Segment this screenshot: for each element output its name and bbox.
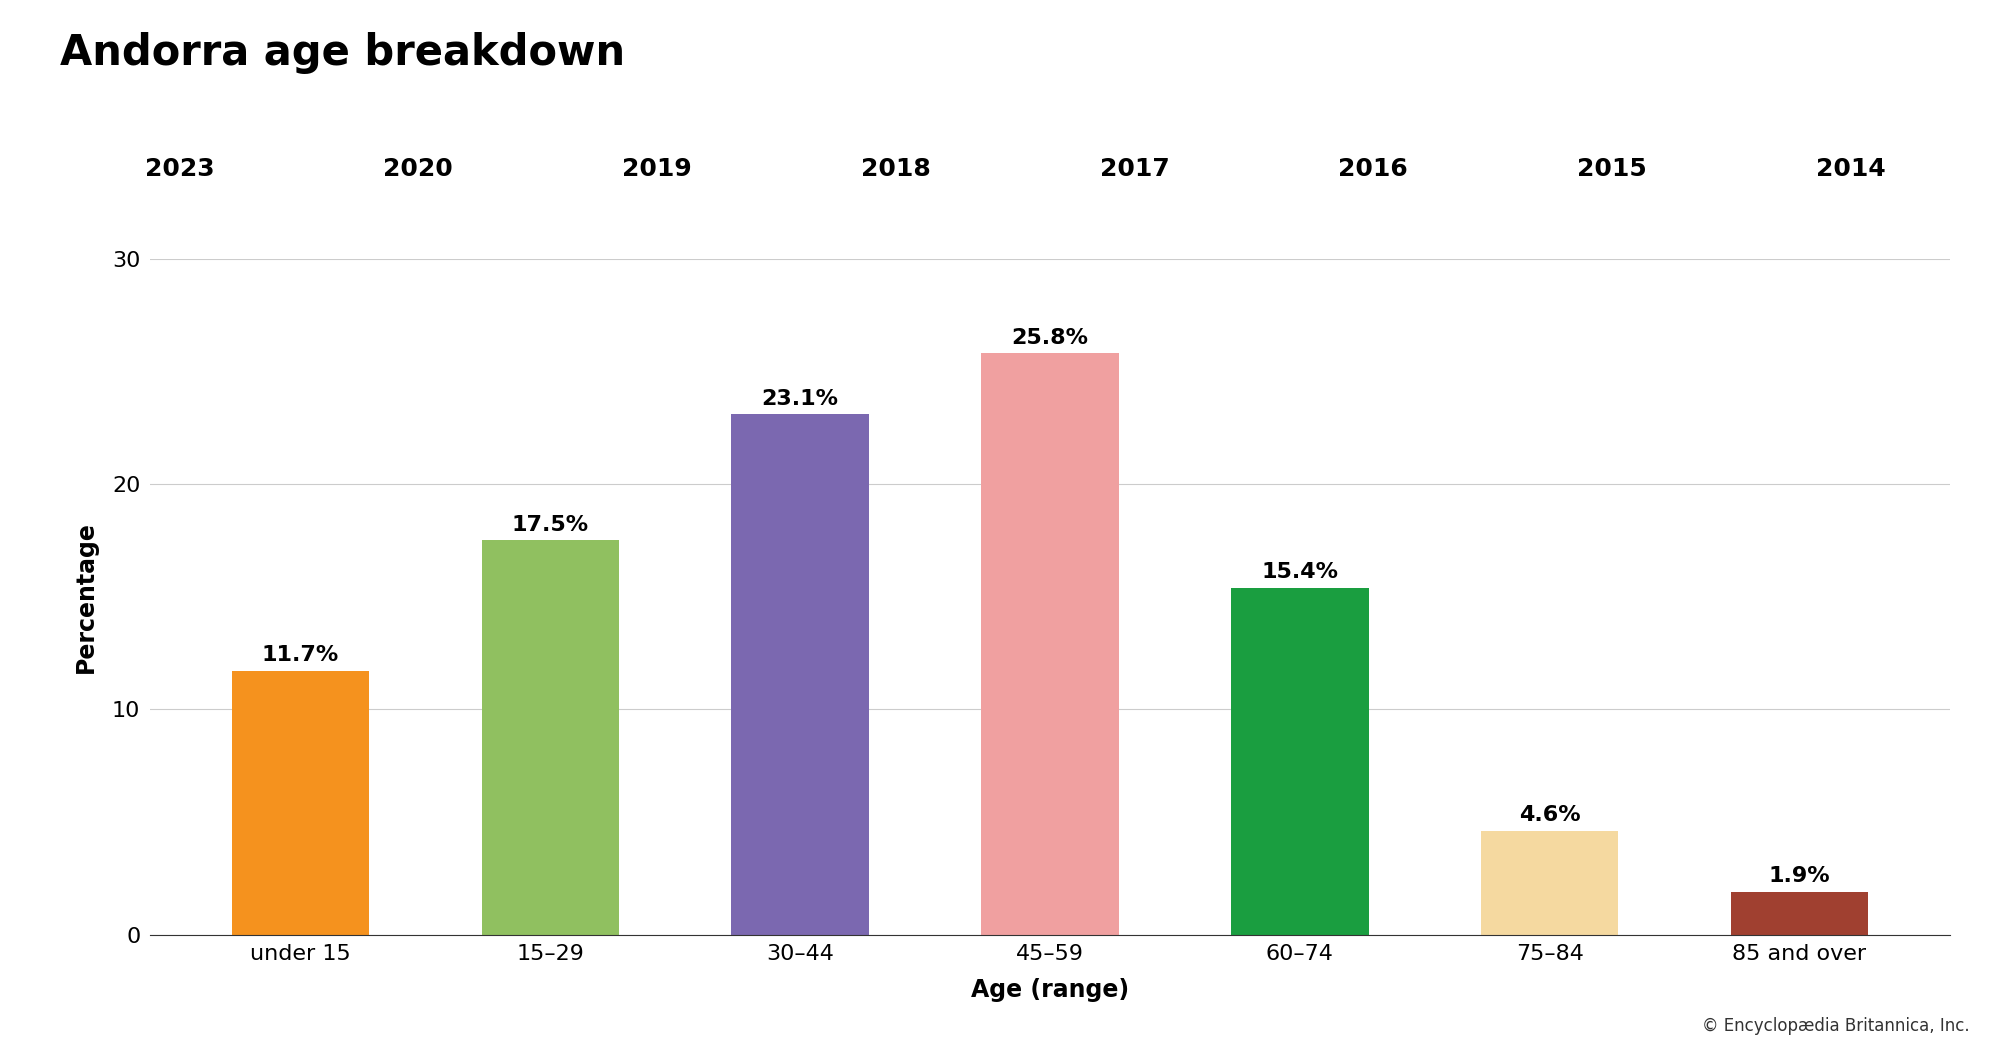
- Text: 11.7%: 11.7%: [262, 645, 340, 665]
- Text: 15.4%: 15.4%: [1262, 562, 1338, 582]
- Text: 2014: 2014: [1816, 157, 1886, 181]
- Bar: [1480, 831, 1618, 935]
- Text: 1.9%: 1.9%: [1768, 866, 1830, 886]
- Bar: [1730, 891, 1868, 935]
- Text: 2018: 2018: [860, 157, 930, 181]
- X-axis label: Age (range): Age (range): [970, 978, 1130, 1002]
- Text: 2016: 2016: [1338, 157, 1408, 181]
- Bar: [232, 671, 370, 935]
- Text: 2015: 2015: [1576, 157, 1646, 181]
- Text: 17.5%: 17.5%: [512, 514, 588, 534]
- Bar: [1232, 587, 1368, 935]
- Text: Andorra age breakdown: Andorra age breakdown: [60, 32, 626, 74]
- Text: 2019: 2019: [622, 157, 692, 181]
- Bar: [732, 414, 868, 935]
- Text: 2020: 2020: [384, 157, 452, 181]
- Bar: [982, 354, 1118, 935]
- Text: 2023: 2023: [144, 157, 214, 181]
- Text: 25.8%: 25.8%: [1012, 327, 1088, 347]
- Bar: [482, 541, 620, 935]
- Text: 23.1%: 23.1%: [762, 389, 838, 409]
- Text: © Encyclopædia Britannica, Inc.: © Encyclopædia Britannica, Inc.: [1702, 1017, 1970, 1035]
- Text: 4.6%: 4.6%: [1518, 806, 1580, 826]
- Text: 2017: 2017: [1100, 157, 1170, 181]
- Y-axis label: Percentage: Percentage: [74, 521, 98, 673]
